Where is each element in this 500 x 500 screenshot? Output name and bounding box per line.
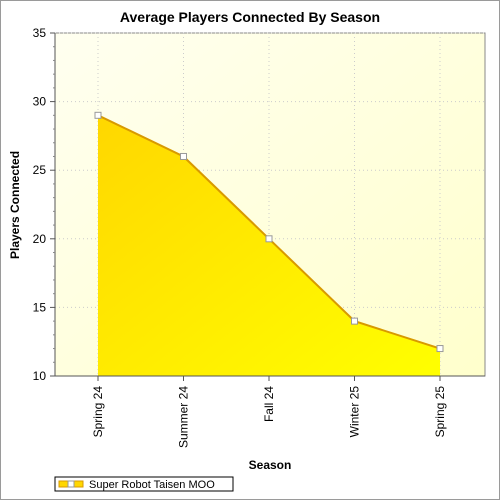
y-tick-label: 20 [33,232,47,246]
data-point [180,152,187,160]
legend-series-name: Super Robot Taisen MOO [89,479,215,491]
chart-title: Average Players Connected By Season [120,9,380,25]
x-tick-label: Winter 25 [348,386,362,438]
x-tick-label: Spring 25 [433,386,447,438]
legend-swatch-marker [67,480,75,488]
x-axis-label: Season [249,458,292,472]
data-point [436,345,444,353]
y-tick-label: 30 [33,95,47,109]
data-point [94,111,102,119]
y-tick-label: 25 [33,163,47,177]
x-tick-label: Summer 24 [177,386,191,448]
legend: Super Robot Taisen MOO [54,476,234,492]
y-axis-ticks: 10 15 20 25 30 35 [33,26,55,383]
x-axis-ticks: Spring 24 Summer 24 Fall 24 Winter 25 Spring… [91,376,447,448]
legend-swatch [58,480,84,488]
area-fill [98,115,440,376]
data-point [265,235,273,243]
y-tick-label: 35 [33,26,47,40]
y-tick-label: 15 [33,300,47,314]
legend-box [54,476,234,492]
y-axis-label: Players Connected [8,151,22,259]
x-tick-label: Spring 24 [91,386,105,438]
data-markers [94,111,444,353]
x-tick-label: Fall 24 [262,386,276,422]
data-point [351,317,358,325]
y-tick-label: 10 [33,369,47,383]
